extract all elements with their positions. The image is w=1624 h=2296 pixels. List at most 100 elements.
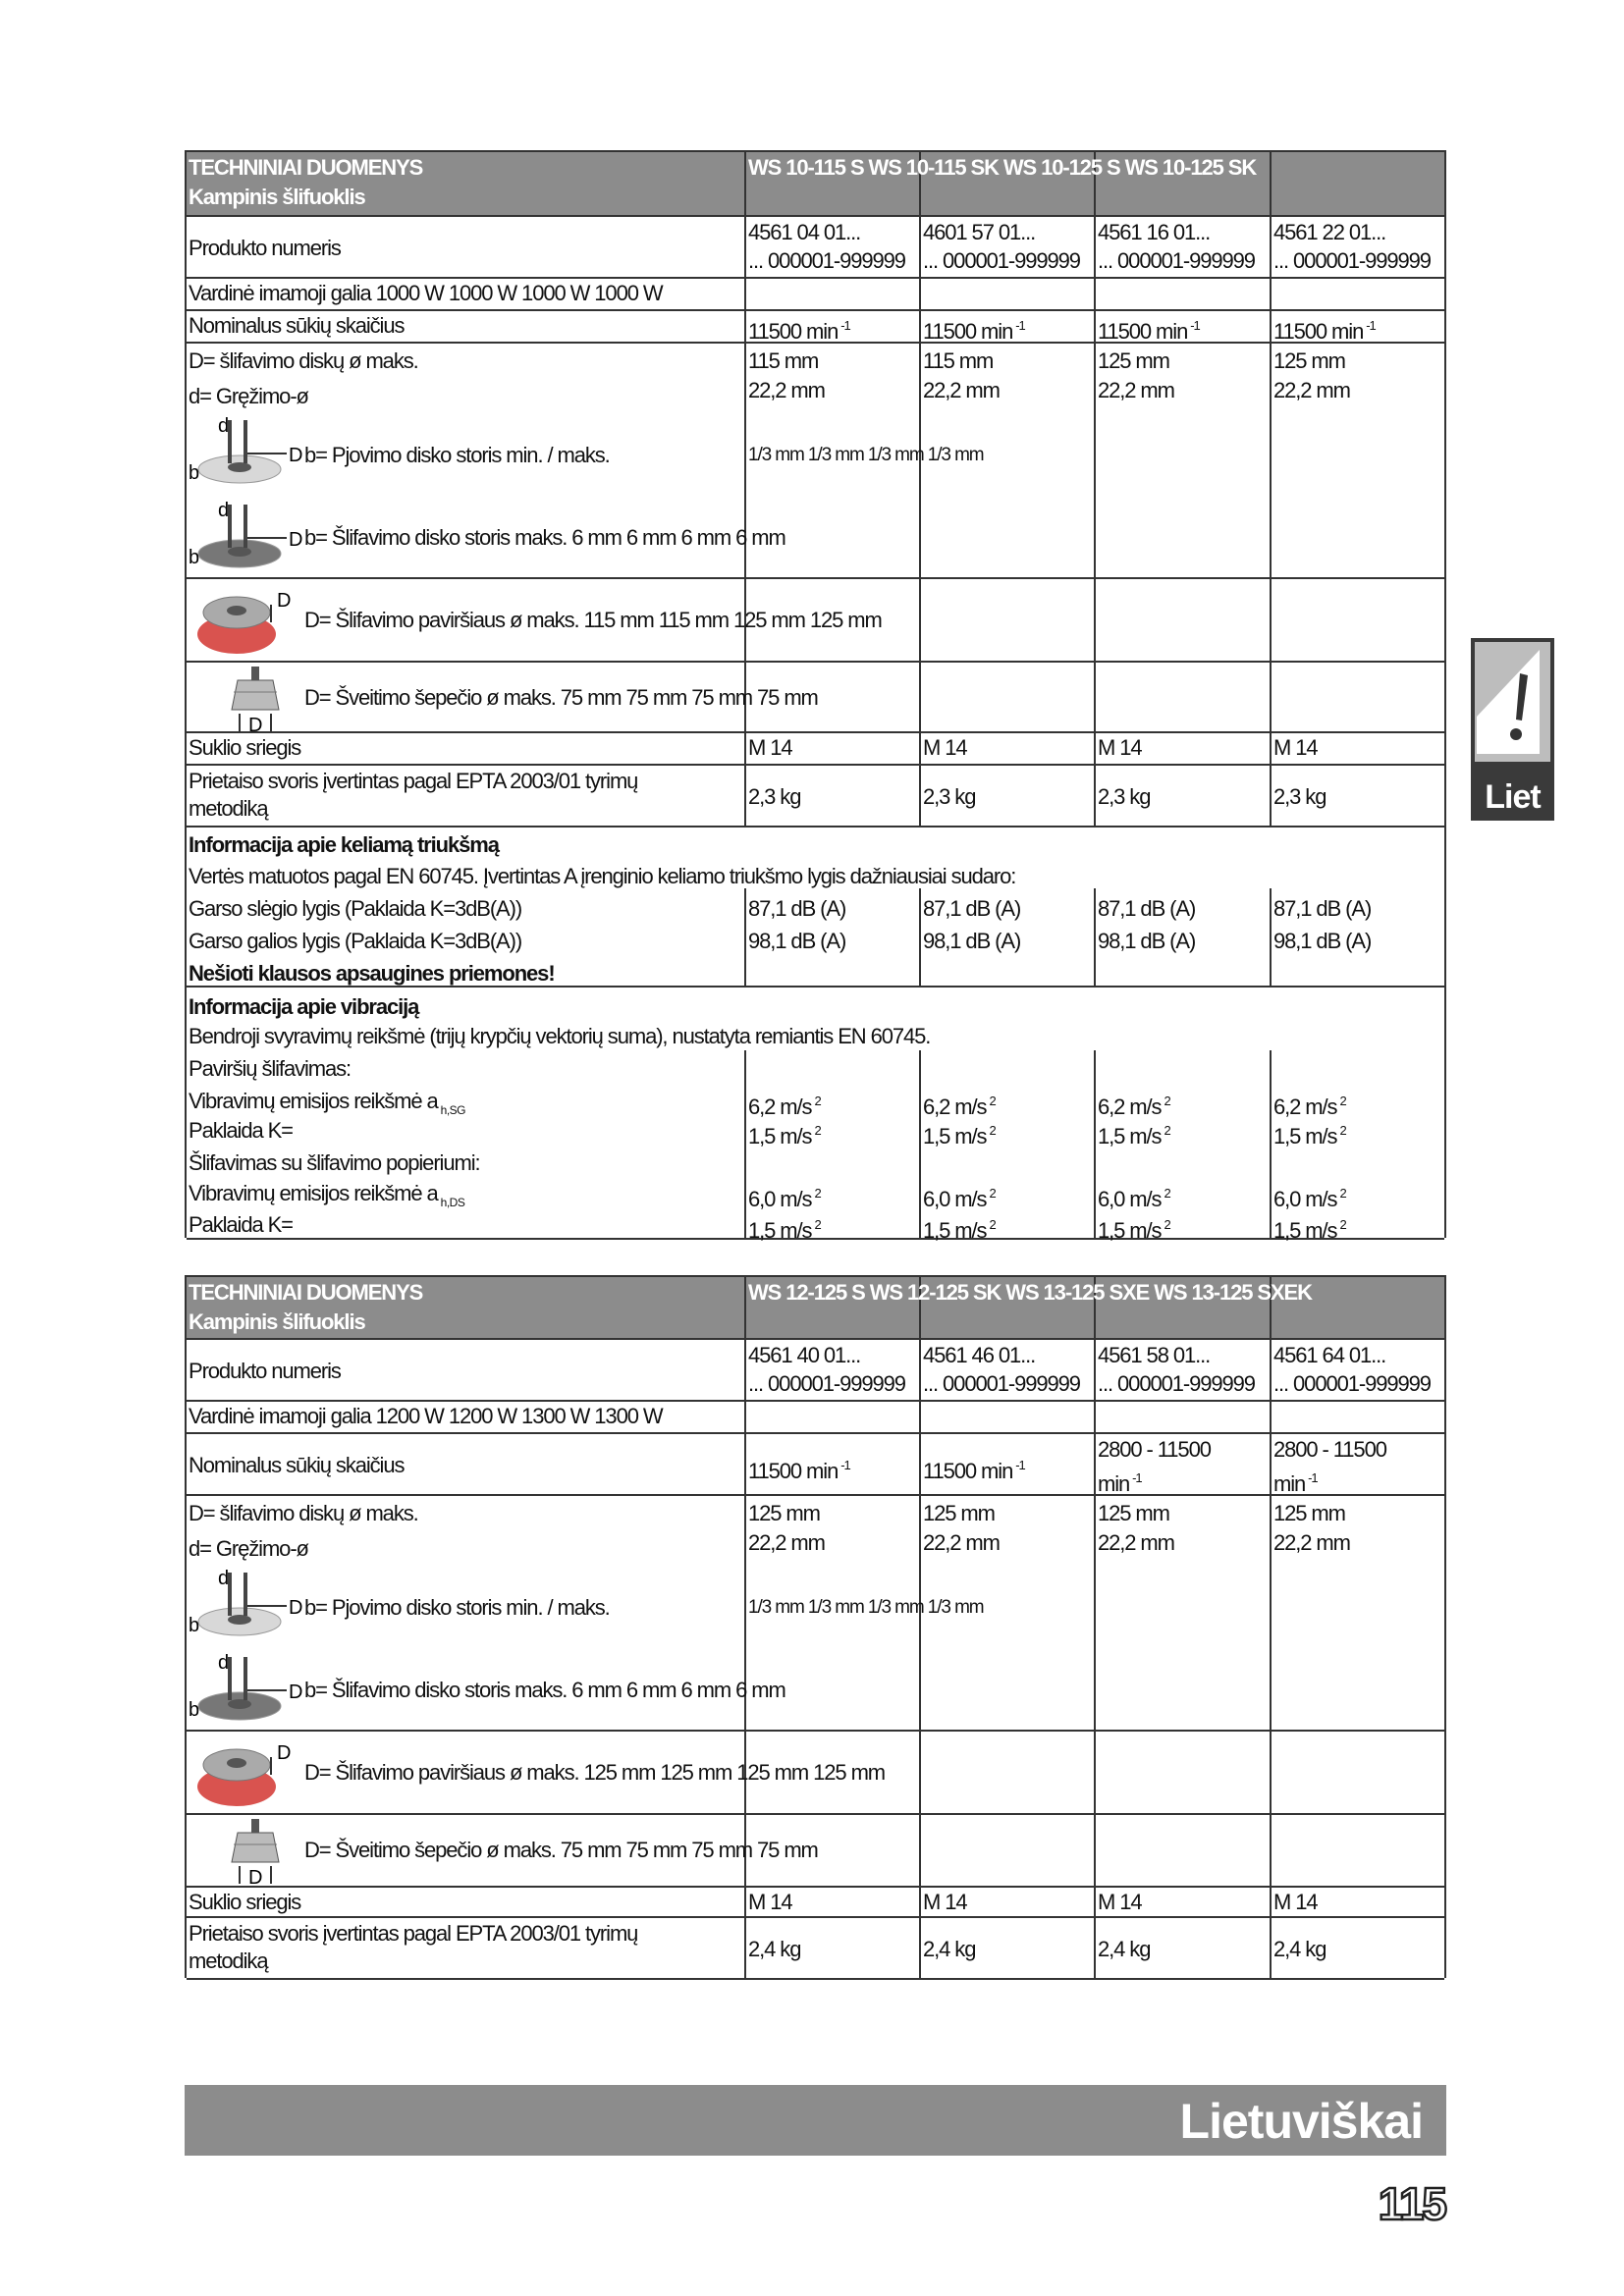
vibration-value-text: 6,2 m/s xyxy=(923,1095,988,1119)
bore-diameter: 22,2 mm xyxy=(1098,1530,1175,1555)
brush-row: D D= Šveitimo šepečio ø maks. 75 mm 75 mm… xyxy=(187,1815,1444,1889)
weight-row: Prietaiso svoris įvertintas pagal EPTA 2… xyxy=(187,1918,1444,1980)
superscript: -1 xyxy=(1366,318,1377,333)
column-divider xyxy=(919,1732,921,1813)
bore-diameter: 22,2 mm xyxy=(1098,378,1175,402)
product-number: 4561 58 01... xyxy=(1098,1343,1211,1367)
rated-speed-text: 11500 min xyxy=(748,319,839,344)
column-divider xyxy=(1094,1340,1096,1400)
weight: 2,3 kg xyxy=(1098,784,1151,809)
superscript: -1 xyxy=(1015,318,1026,333)
superscript: 2 xyxy=(989,1123,996,1138)
page-number: 115 xyxy=(1378,2177,1449,2231)
wire-brush-icon: D xyxy=(216,665,295,740)
table-header: TECHNINIAI DUOMENYS Kampinis šlifuoklis WS… xyxy=(187,1277,1444,1340)
column-divider xyxy=(744,888,746,986)
column-divider xyxy=(1270,1732,1272,1813)
disc-diameter-label: D= šlifavimo diskų ø maks. xyxy=(189,1501,419,1525)
disc-dimensions-block: D= šlifavimo diskų ø maks. d= Gręžimo-ø 12… xyxy=(187,1496,1444,1732)
superscript: -1 xyxy=(1015,1458,1026,1472)
flap-disc-icon: D xyxy=(192,1735,300,1819)
column-divider xyxy=(1270,279,1272,309)
weight: 2,4 kg xyxy=(1273,1937,1326,1961)
rated-power-row: Vardinė imamoji galia 1200 W 1200 W 1300… xyxy=(187,1402,1444,1434)
icon-letter-D: D xyxy=(289,529,302,551)
table-subtitle: Kampinis šlifuoklis xyxy=(189,185,366,209)
column-divider xyxy=(1270,1815,1272,1886)
column-divider xyxy=(919,663,921,731)
weight: 2,4 kg xyxy=(748,1937,801,1961)
sanding-surface-diameter: D= Šlifavimo paviršiaus ø maks. 115 mm 1… xyxy=(304,608,883,632)
speed-unit-text: min xyxy=(1098,1471,1130,1496)
rated-speed-text: 11500 min xyxy=(923,1459,1013,1483)
product-number: 4561 16 01... xyxy=(1098,220,1211,244)
icon-letter-b: b xyxy=(189,462,199,484)
spindle-thread-row: Suklio sriegis M 14 M 14 M 14 M 14 xyxy=(187,733,1444,766)
vibration-value-text: 1,5 m/s xyxy=(1273,1124,1338,1148)
vibration-value-text: 6,0 m/s xyxy=(1273,1187,1338,1211)
sound-power: 98,1 dB (A) xyxy=(1098,929,1196,953)
spindle-thread: M 14 xyxy=(748,735,793,760)
product-number-label: Produkto numeris xyxy=(189,236,342,260)
noise-note: Vertės matuotos pagal EN 60745. Įvertint… xyxy=(189,864,1016,888)
rated-speed: 11500 min -1 xyxy=(748,312,851,346)
uncertainty-label: Paklaida K= xyxy=(189,1212,294,1237)
column-divider xyxy=(919,311,921,342)
vibration-value: 1,5 m/s 2 xyxy=(1098,1117,1171,1150)
icon-letter-d: d xyxy=(218,1568,229,1589)
column-divider xyxy=(1270,1050,1272,1238)
product-number-label: Produkto numeris xyxy=(189,1359,342,1383)
column-divider xyxy=(1094,1402,1096,1432)
noise-title: Informacija apie keliamą triukšmą xyxy=(189,832,500,857)
weight-label-cont: metodiką xyxy=(189,796,269,821)
vibration-value: 6,0 m/s 2 xyxy=(748,1180,822,1213)
subscript: h,SG xyxy=(440,1103,466,1117)
serial-range: ... 000001-999999 xyxy=(923,248,1081,273)
product-number: 4561 22 01... xyxy=(1273,220,1386,244)
column-divider xyxy=(744,766,746,826)
superscript: 2 xyxy=(814,1217,821,1232)
surface-grinding-label: Paviršių šlifavimas: xyxy=(189,1056,352,1081)
column-divider xyxy=(919,1340,921,1400)
product-number: 4561 64 01... xyxy=(1273,1343,1386,1367)
vibration-value: 1,5 m/s 2 xyxy=(923,1211,997,1245)
bore-diameter: 22,2 mm xyxy=(1273,1530,1351,1555)
speed-range: 2800 - 11500 xyxy=(1098,1437,1212,1462)
subscript: h,DS xyxy=(440,1196,465,1209)
disc-diameter: 125 mm xyxy=(1098,348,1170,373)
column-divider xyxy=(919,1888,921,1916)
footer-language: Lietuviškai xyxy=(1179,2094,1424,2149)
column-divider xyxy=(919,1496,921,1730)
column-divider xyxy=(1270,152,1272,215)
vibration-value: 1,5 m/s 2 xyxy=(1273,1211,1347,1245)
column-divider xyxy=(1270,311,1272,342)
superscript: 2 xyxy=(814,1094,821,1108)
spindle-thread-row: Suklio sriegis M 14 M 14 M 14 M 14 xyxy=(187,1888,1444,1918)
superscript: 2 xyxy=(989,1186,996,1201)
sound-pressure: 87,1 dB (A) xyxy=(1098,896,1196,921)
emission-sg-label: Vibravimų emisijos reikšmė a h,SG xyxy=(189,1088,466,1124)
serial-range: ... 000001-999999 xyxy=(1098,1371,1256,1396)
table-subtitle: Kampinis šlifuoklis xyxy=(189,1309,366,1334)
column-divider xyxy=(744,279,746,309)
column-divider xyxy=(919,344,921,577)
sound-pressure: 87,1 dB (A) xyxy=(748,896,846,921)
vibration-value: 6,0 m/s 2 xyxy=(1273,1180,1347,1213)
serial-range: ... 000001-999999 xyxy=(1273,1371,1432,1396)
vibration-value-text: 6,2 m/s xyxy=(1273,1095,1338,1119)
column-divider xyxy=(919,279,921,309)
emission-label-text: Vibravimų emisijos reikšmė a xyxy=(189,1089,439,1113)
brush-diameter: D= Šveitimo šepečio ø maks. 75 mm 75 mm … xyxy=(304,685,819,710)
rated-power-row: Vardinė imamoji galia 1000 W 1000 W 1000… xyxy=(187,279,1444,311)
column-divider xyxy=(919,579,921,661)
sound-pressure-label: Garso slėgio lygis (Paklaida K=3dB(A)) xyxy=(189,896,522,921)
column-divider xyxy=(1094,888,1096,986)
column-divider xyxy=(1270,344,1272,577)
language-side-tab: Liet xyxy=(1471,638,1554,821)
rated-speed: 11500 min -1 xyxy=(748,1452,851,1485)
column-divider xyxy=(744,1732,746,1813)
column-divider xyxy=(1270,1434,1272,1494)
serial-range: ... 000001-999999 xyxy=(1098,248,1256,273)
speed-unit-text: min xyxy=(1273,1471,1306,1496)
superscript: 2 xyxy=(1164,1094,1170,1108)
